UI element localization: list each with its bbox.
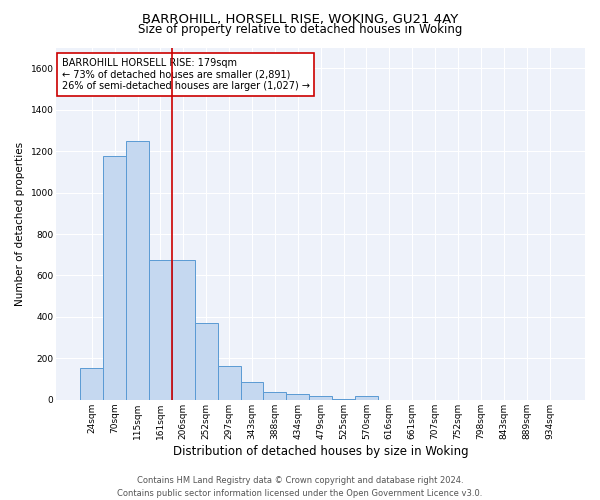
Text: BARROHILL HORSELL RISE: 179sqm
← 73% of detached houses are smaller (2,891)
26% : BARROHILL HORSELL RISE: 179sqm ← 73% of …	[62, 58, 310, 92]
Bar	[195, 323, 218, 400]
Bar	[332, 399, 355, 400]
Bar	[309, 396, 332, 400]
Bar	[355, 396, 378, 400]
Bar	[80, 368, 103, 400]
Bar	[241, 382, 263, 400]
Bar	[218, 366, 241, 400]
Bar	[172, 260, 195, 400]
Text: Size of property relative to detached houses in Woking: Size of property relative to detached ho…	[138, 22, 462, 36]
Bar	[286, 394, 309, 400]
Y-axis label: Number of detached properties: Number of detached properties	[15, 142, 25, 306]
Bar	[263, 392, 286, 400]
Bar	[103, 156, 126, 400]
Text: BARROHILL, HORSELL RISE, WOKING, GU21 4AY: BARROHILL, HORSELL RISE, WOKING, GU21 4A…	[142, 12, 458, 26]
Bar	[126, 141, 149, 400]
Bar	[149, 260, 172, 400]
Text: Contains HM Land Registry data © Crown copyright and database right 2024.
Contai: Contains HM Land Registry data © Crown c…	[118, 476, 482, 498]
X-axis label: Distribution of detached houses by size in Woking: Distribution of detached houses by size …	[173, 444, 469, 458]
